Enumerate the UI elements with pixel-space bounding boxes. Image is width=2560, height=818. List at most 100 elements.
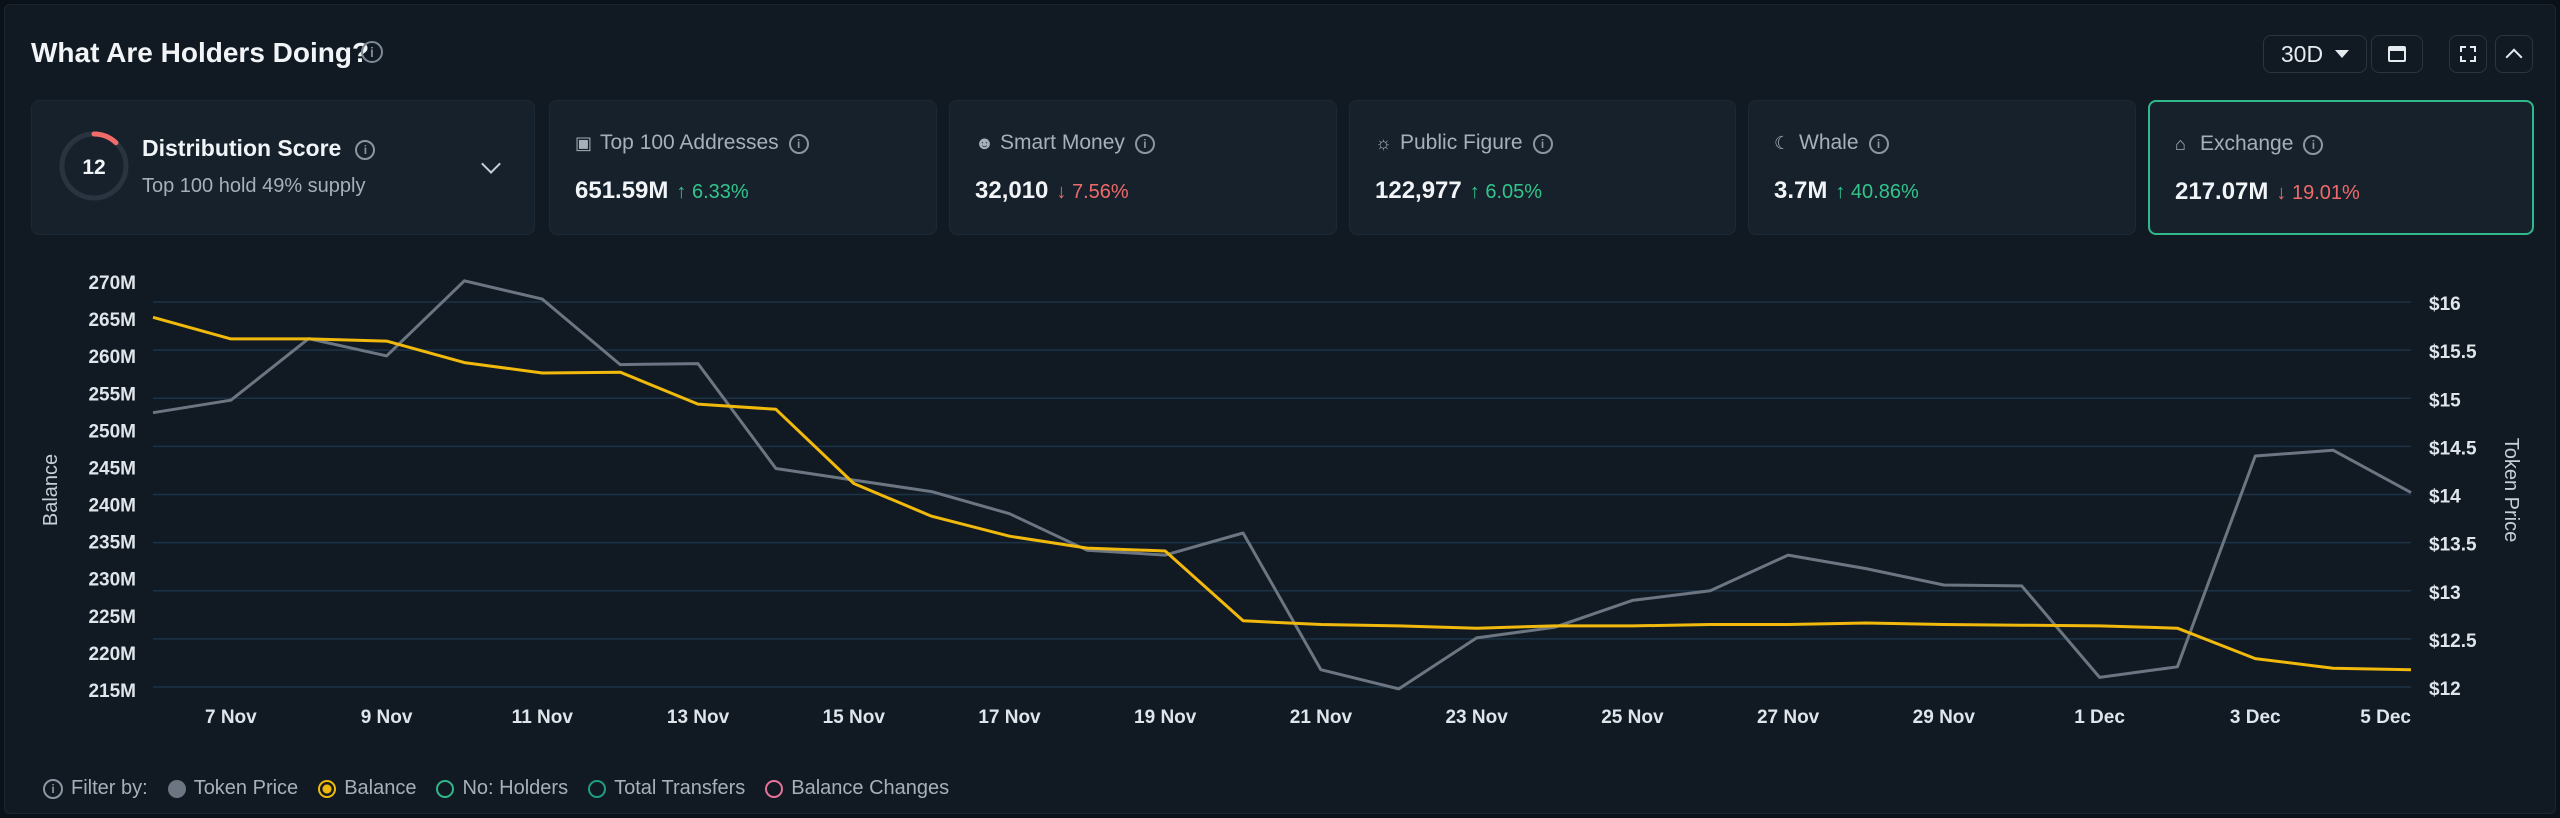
y-right-axis-title: Token Price xyxy=(2500,438,2522,543)
metric-label-text: Smart Money xyxy=(1000,131,1125,154)
info-icon[interactable]: i xyxy=(2303,135,2324,155)
metric-change-value: 40.86% xyxy=(1850,181,1919,203)
x-tick-label: 29 Nov xyxy=(1913,707,1976,728)
metric-label: Exchange i xyxy=(2200,132,2324,156)
money-icon: ▣ xyxy=(575,133,593,153)
legend-item-total-transfers[interactable]: Total Transfers xyxy=(588,777,745,800)
y-left-tick-label: 220M xyxy=(88,644,136,665)
info-icon[interactable]: i xyxy=(361,41,383,63)
legend-label: Balance xyxy=(344,777,417,799)
y-right-tick-label: $12.5 xyxy=(2429,631,2477,652)
metric-change-value: 7.56% xyxy=(1071,181,1129,203)
metric-value: 217.07M ↓ 19.01% xyxy=(2175,178,2360,206)
y-left-axis-title: Balance xyxy=(40,454,62,526)
legend-item-balance[interactable]: Balance xyxy=(318,777,416,800)
fullscreen-button[interactable] xyxy=(2449,35,2487,73)
metric-change-value: 19.01% xyxy=(2291,182,2360,204)
bulb-icon: ☼ xyxy=(1375,133,1392,153)
info-icon[interactable]: i xyxy=(1532,134,1553,154)
legend-label: Token Price xyxy=(193,777,299,799)
metric-card-whale[interactable]: ☾ Whale i 3.7M ↑ 40.86% xyxy=(1748,100,2136,235)
x-tick-label: 9 Nov xyxy=(361,707,413,728)
fullscreen-icon xyxy=(2460,46,2476,62)
bank-icon: ⌂ xyxy=(2175,134,2186,154)
distribution-card[interactable]: 12 Distribution Score i Top 100 hold 49% … xyxy=(31,100,535,235)
calendar-icon xyxy=(2388,46,2406,62)
metric-change: ↑ 6.05% xyxy=(1470,181,1542,203)
calendar-button[interactable] xyxy=(2371,35,2423,73)
distribution-title: Distribution Score i xyxy=(142,135,376,162)
legend: i Filter by: Token Price Balance No: Holde… xyxy=(43,777,949,800)
metric-change-value: 6.05% xyxy=(1485,181,1543,203)
series-line-token-price xyxy=(152,279,2412,691)
y-right-tick-label: $15 xyxy=(2429,390,2461,411)
metric-label-text: Public Figure xyxy=(1400,131,1523,154)
metric-value: 122,977 ↑ 6.05% xyxy=(1375,177,1542,205)
metric-change: ↑ 6.33% xyxy=(676,181,748,203)
metric-label-text: Whale xyxy=(1799,131,1859,154)
x-tick-label: 27 Nov xyxy=(1757,707,1820,728)
metric-change: ↓ 7.56% xyxy=(1056,181,1128,203)
metric-value: 651.59M ↑ 6.33% xyxy=(575,177,749,205)
legend-item-token-price[interactable]: Token Price xyxy=(167,777,299,800)
page-title: What Are Holders Doing? xyxy=(31,37,370,68)
distribution-title-text: Distribution Score xyxy=(142,135,342,161)
info-icon[interactable]: i xyxy=(355,140,376,160)
period-selector[interactable]: 30D xyxy=(2263,35,2367,73)
metric-change-value: 6.33% xyxy=(691,181,749,203)
legend-dot-icon xyxy=(765,779,784,798)
metric-label: Whale i xyxy=(1799,131,1889,155)
metric-value: 32,010 ↓ 7.56% xyxy=(975,177,1129,205)
legend-item-no-holders[interactable]: No: Holders xyxy=(436,777,568,800)
collapse-button[interactable] xyxy=(2495,35,2533,73)
distribution-subtitle: Top 100 hold 49% supply xyxy=(142,175,366,197)
x-tick-label: 15 Nov xyxy=(823,707,886,728)
y-left-tick-label: 225M xyxy=(88,607,136,628)
filter-label: Filter by: xyxy=(71,777,148,799)
y-left-tick-label: 260M xyxy=(88,347,136,368)
legend-dot-icon xyxy=(436,779,455,798)
caret-down-icon xyxy=(2335,50,2350,58)
x-tick-label: 3 Dec xyxy=(2230,707,2281,728)
metric-card-top-100-addresses[interactable]: ▣ Top 100 Addresses i 651.59M ↑ 6.33% xyxy=(549,100,937,235)
info-icon: i xyxy=(43,778,63,799)
arrow-up-icon: ↑ xyxy=(1469,181,1480,203)
x-tick-label: 11 Nov xyxy=(512,707,574,728)
info-icon[interactable]: i xyxy=(1134,134,1155,154)
y-left-tick-label: 235M xyxy=(88,533,136,554)
info-icon[interactable]: i xyxy=(788,134,809,154)
legend-label: Balance Changes xyxy=(791,777,950,799)
holders-panel: What Are Holders Doing? i 30D 12 Distrib… xyxy=(4,4,2556,814)
arrow-down-icon: ↓ xyxy=(2276,182,2287,204)
metric-label-text: Exchange xyxy=(2200,132,2294,155)
metric-value-text: 32,010 xyxy=(975,177,1049,204)
metric-label-text: Top 100 Addresses xyxy=(600,131,779,154)
legend-dot-icon xyxy=(318,779,337,798)
y-left-tick-label: 270M xyxy=(88,273,136,294)
y-right-tick-label: $13 xyxy=(2429,583,2461,604)
info-icon[interactable]: i xyxy=(1868,134,1889,154)
x-tick-label: 7 Nov xyxy=(205,707,257,728)
y-right-tick-label: $16 xyxy=(2429,294,2461,315)
x-tick-label: 17 Nov xyxy=(978,707,1041,728)
y-left-tick-label: 265M xyxy=(88,310,136,331)
legend-item-balance-changes[interactable]: Balance Changes xyxy=(765,777,949,800)
y-left-tick-label: 230M xyxy=(88,570,136,591)
metric-label: Top 100 Addresses i xyxy=(600,131,809,155)
arrow-up-icon: ↑ xyxy=(1835,181,1846,203)
distribution-score: 12 xyxy=(82,156,105,179)
y-right-tick-label: $14 xyxy=(2429,487,2461,508)
x-tick-label: 25 Nov xyxy=(1601,707,1664,728)
y-right-tick-label: $15.5 xyxy=(2429,342,2477,363)
metric-card-smart-money[interactable]: ☻ Smart Money i 32,010 ↓ 7.56% xyxy=(949,100,1337,235)
metric-label: Public Figure i xyxy=(1400,131,1553,155)
gauge-arc xyxy=(59,131,129,201)
legend-dot-icon xyxy=(167,779,186,798)
legend-label: Total Transfers xyxy=(614,777,746,799)
y-left-tick-label: 240M xyxy=(88,496,136,517)
metric-label: Smart Money i xyxy=(1000,131,1155,155)
metric-card-exchange[interactable]: ⌂ Exchange i 217.07M ↓ 19.01% xyxy=(2148,100,2534,235)
metric-change: ↑ 40.86% xyxy=(1835,181,1918,203)
x-tick-label: 1 Dec xyxy=(2074,707,2125,728)
metric-card-public-figure[interactable]: ☼ Public Figure i 122,977 ↑ 6.05% xyxy=(1349,100,1736,235)
